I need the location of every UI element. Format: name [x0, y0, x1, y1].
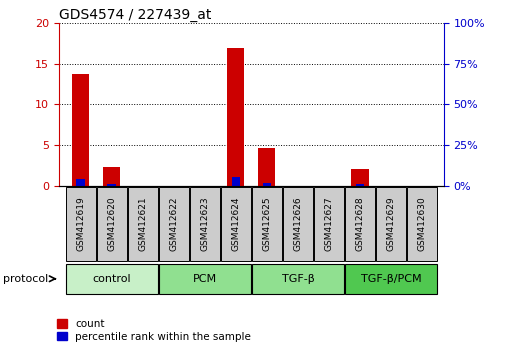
Text: GSM412622: GSM412622: [169, 197, 179, 251]
Bar: [221, 187, 251, 261]
Bar: [72, 74, 89, 186]
Bar: [103, 167, 120, 186]
Bar: [252, 187, 282, 261]
Bar: [356, 184, 364, 186]
Bar: [351, 169, 368, 186]
Bar: [263, 183, 271, 186]
Bar: [159, 264, 251, 294]
Text: GSM412620: GSM412620: [107, 196, 116, 251]
Bar: [231, 177, 240, 186]
Bar: [107, 184, 116, 186]
Bar: [66, 187, 95, 261]
Bar: [407, 187, 437, 261]
Bar: [314, 187, 344, 261]
Bar: [66, 264, 157, 294]
Bar: [227, 48, 244, 186]
Bar: [345, 187, 375, 261]
Text: GSM412630: GSM412630: [418, 196, 426, 251]
Text: GSM412624: GSM412624: [231, 197, 241, 251]
Legend: count, percentile rank within the sample: count, percentile rank within the sample: [56, 319, 251, 342]
Text: GSM412627: GSM412627: [324, 196, 333, 251]
Bar: [128, 187, 157, 261]
Bar: [97, 187, 127, 261]
Text: protocol: protocol: [3, 274, 48, 284]
Text: GSM412626: GSM412626: [293, 196, 302, 251]
Text: PCM: PCM: [193, 274, 217, 284]
Text: GSM412619: GSM412619: [76, 196, 85, 251]
Text: GSM412623: GSM412623: [201, 196, 209, 251]
Bar: [190, 187, 220, 261]
Text: GSM412621: GSM412621: [139, 196, 147, 251]
Bar: [159, 187, 189, 261]
Text: TGF-β: TGF-β: [282, 274, 314, 284]
Bar: [76, 178, 85, 186]
Bar: [259, 148, 275, 186]
Bar: [283, 187, 313, 261]
Bar: [345, 264, 437, 294]
Bar: [376, 187, 406, 261]
Text: GDS4574 / 227439_at: GDS4574 / 227439_at: [59, 8, 211, 22]
Text: GSM412625: GSM412625: [262, 196, 271, 251]
Bar: [252, 264, 344, 294]
Text: GSM412628: GSM412628: [356, 196, 364, 251]
Text: GSM412629: GSM412629: [386, 196, 396, 251]
Text: control: control: [92, 274, 131, 284]
Text: TGF-β/PCM: TGF-β/PCM: [361, 274, 421, 284]
